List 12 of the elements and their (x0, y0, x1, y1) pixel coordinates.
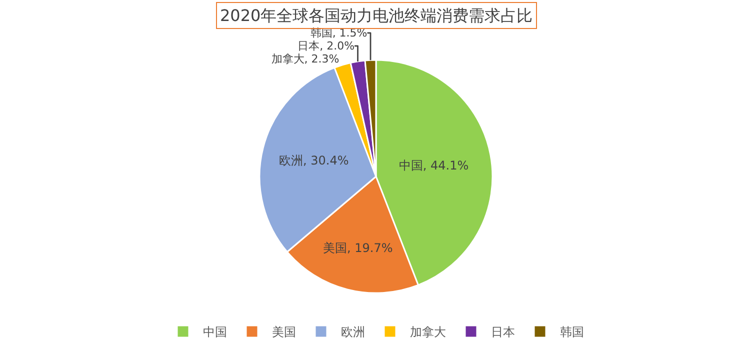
data-label: 加拿大, 2.3% (271, 52, 340, 66)
legend-label: 中国 (203, 325, 227, 340)
chart-title: 2020年全球各国动力电池终端消费需求占比 (220, 6, 533, 25)
legend-label: 韩国 (560, 325, 584, 340)
data-label: 中国, 44.1% (398, 158, 469, 173)
data-label: 欧洲, 30.4% (279, 154, 349, 168)
legend-label: 美国 (272, 325, 296, 340)
data-label: 美国, 19.7% (323, 240, 393, 255)
legend-label: 加拿大 (410, 325, 446, 340)
legend-label: 欧洲 (341, 325, 365, 340)
legend-label: 日本 (491, 325, 515, 340)
data-label: 日本, 2.0% (298, 39, 355, 52)
